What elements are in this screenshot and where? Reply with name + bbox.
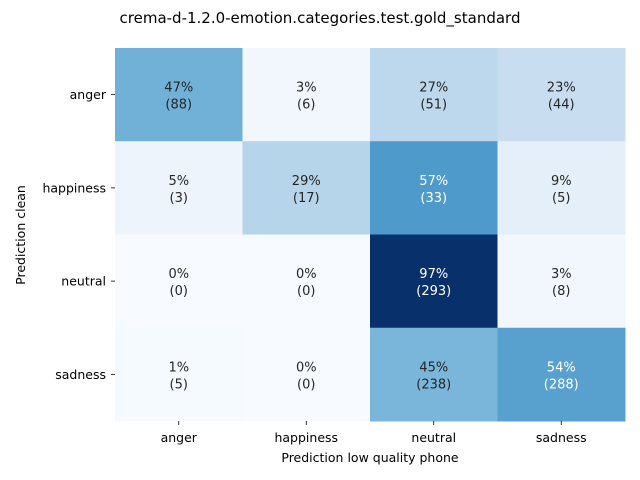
cell-percent-label-3-0: 1%: [168, 360, 189, 375]
x-axis-label: Prediction low quality phone: [281, 450, 459, 465]
heatmap-cell-2-3: [497, 234, 626, 329]
cell-count-label-1-0: (3): [170, 191, 188, 206]
heatmap-cell-3-1: [242, 327, 371, 422]
heatmap-cell-3-0: [115, 327, 243, 422]
x-tick-label-0: anger: [161, 430, 198, 445]
cell-count-label-3-3: (288): [544, 377, 579, 392]
cell-count-label-0-3: (44): [548, 98, 575, 113]
heatmap-cell-2-2: [370, 234, 498, 329]
chart-title: crema-d-1.2.0-emotion.categories.test.go…: [120, 9, 521, 28]
cell-percent-label-3-1: 0%: [296, 360, 317, 375]
cell-percent-label-3-2: 45%: [419, 360, 448, 375]
cell-percent-label-1-0: 5%: [168, 174, 189, 189]
cell-count-label-2-0: (0): [170, 284, 188, 299]
heatmap-cell-1-1: [242, 141, 371, 235]
cell-percent-label-2-3: 3%: [551, 267, 572, 282]
cell-count-label-0-0: (88): [165, 98, 192, 113]
cell-percent-label-0-2: 27%: [419, 81, 448, 96]
cell-count-label-3-2: (238): [416, 377, 451, 392]
y-axis-label: Prediction clean: [13, 185, 28, 285]
y-axis: anger happiness neutral sadness: [42, 87, 115, 382]
x-axis: anger happiness neutral sadness: [161, 421, 587, 445]
cell-count-label-1-1: (17): [293, 191, 320, 206]
heatmap-cell-2-1: [242, 234, 371, 329]
cell-percent-label-0-3: 23%: [547, 81, 576, 96]
y-tick-label-1: happiness: [42, 180, 106, 195]
cell-percent-label-2-0: 0%: [168, 267, 189, 282]
y-tick-label-3: sadness: [55, 367, 106, 382]
heatmap-cells: 47% (88) 3% (6) 27% (51) 23% (44) 5% (3) 29% (17) 57…: [115, 48, 626, 422]
heatmap-cell-0-2: [370, 48, 498, 142]
cell-count-label-1-3: (5): [552, 191, 570, 206]
heatmap-cell-1-2: [370, 141, 498, 235]
cell-count-label-0-1: (6): [297, 98, 315, 113]
x-tick-label-3: sadness: [536, 430, 587, 445]
cell-percent-label-0-0: 47%: [164, 81, 193, 96]
cell-count-label-2-2: (293): [416, 284, 451, 299]
heatmap-cell-0-3: [497, 48, 626, 142]
cell-percent-label-3-3: 54%: [547, 360, 576, 375]
heatmap-cell-0-0: [115, 48, 243, 142]
y-tick-label-0: anger: [70, 87, 107, 102]
cell-percent-label-2-2: 97%: [419, 267, 448, 282]
cell-count-label-3-0: (5): [170, 377, 188, 392]
heatmap-cell-1-0: [115, 141, 243, 235]
heatmap-cell-0-1: [242, 48, 371, 142]
cell-count-label-3-1: (0): [297, 377, 315, 392]
heatmap-cell-1-3: [497, 141, 626, 235]
x-tick-label-1: happiness: [274, 430, 338, 445]
cell-count-label-2-3: (8): [552, 284, 570, 299]
x-tick-label-2: neutral: [411, 430, 456, 445]
cell-percent-label-1-2: 57%: [419, 174, 448, 189]
heatmap-cell-3-2: [370, 327, 498, 422]
heatmap-cell-2-0: [115, 234, 243, 329]
cell-count-label-0-2: (51): [420, 98, 447, 113]
cell-percent-label-1-1: 29%: [292, 174, 321, 189]
y-tick-label-2: neutral: [61, 274, 106, 289]
cell-percent-label-0-1: 3%: [296, 81, 317, 96]
cell-percent-label-2-1: 0%: [296, 267, 317, 282]
cell-percent-label-1-3: 9%: [551, 174, 572, 189]
heatmap-cell-3-3: [497, 327, 626, 422]
cell-count-label-1-2: (33): [420, 191, 447, 206]
cell-count-label-2-1: (0): [297, 284, 315, 299]
